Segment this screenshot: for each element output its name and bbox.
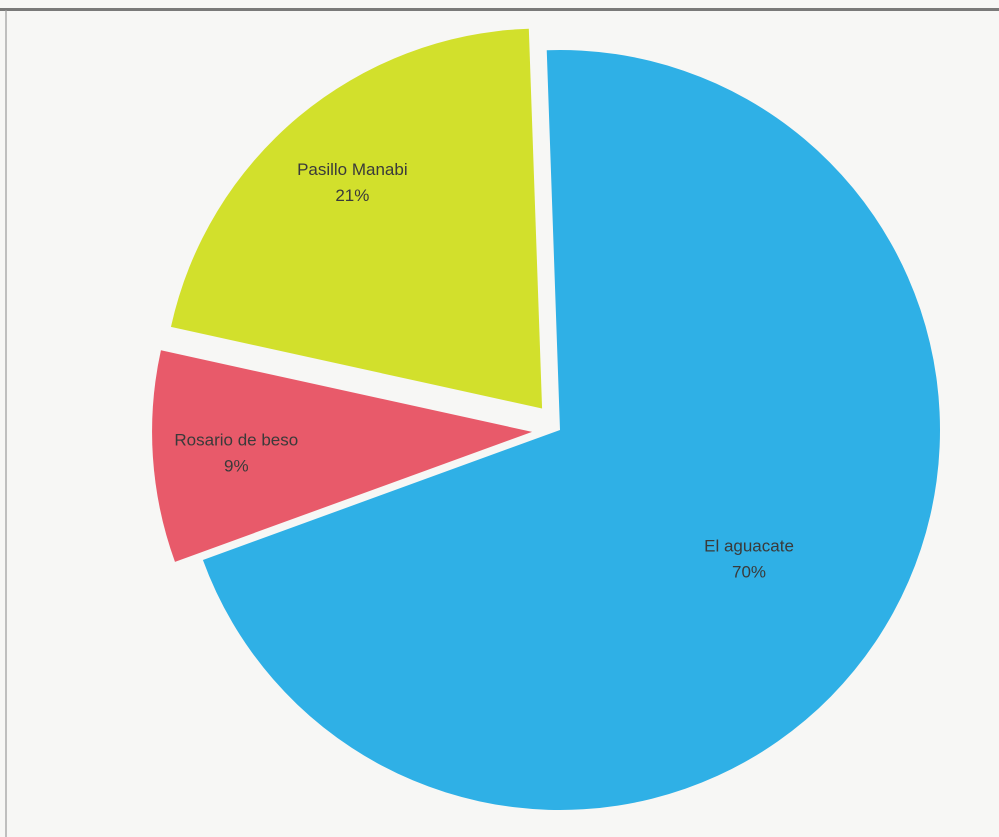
slice-label-name: El aguacate [704, 536, 794, 555]
pie-labels: El aguacate 70% Rosario de beso 9% Pasillo M… [174, 160, 794, 582]
slice-label-percent: 9% [224, 456, 249, 475]
slice-label-name: Pasillo Manabi [297, 160, 408, 179]
slice-label-name: Rosario de beso [174, 430, 298, 449]
pie-slices [152, 28, 940, 810]
pie-slice-el-aguacate [202, 50, 940, 810]
pie-slice-rosario-de-beso [152, 350, 533, 562]
slice-label-percent: 21% [335, 186, 369, 205]
top-border [0, 8, 999, 11]
left-border [5, 10, 7, 837]
slice-label-percent: 70% [732, 562, 766, 581]
pie-slice-pasillo-manabi [170, 28, 543, 409]
